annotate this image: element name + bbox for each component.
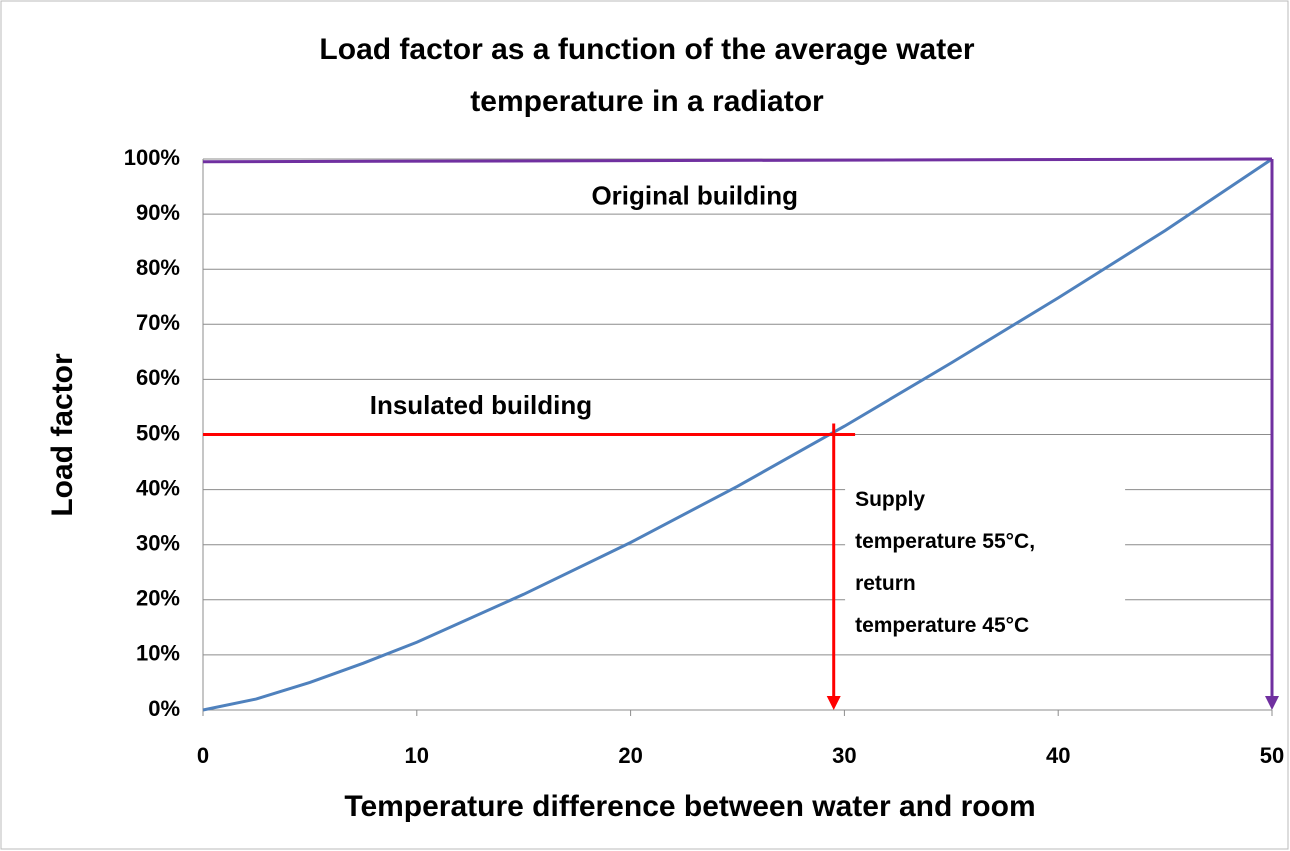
y-tick-label: 50% (136, 420, 180, 445)
y-tick-label: 10% (136, 641, 180, 666)
x-tick-label: 50 (1260, 743, 1284, 768)
y-tick-label: 0% (148, 696, 180, 721)
note-line: temperature 55°C, (855, 530, 1035, 553)
y-tick-label: 90% (136, 200, 180, 225)
data-line (202, 157, 1273, 712)
guide-arrowhead (826, 696, 841, 710)
note-box (845, 480, 1126, 653)
x-tick-label: 20 (618, 743, 642, 768)
y-axis-title: Load factor (46, 353, 79, 517)
y-tick-label: 80% (136, 255, 180, 280)
guide-line (202, 157, 1273, 164)
y-tick-label: 100% (124, 145, 180, 170)
y-tick-label: 70% (136, 310, 180, 335)
y-tick-label: 60% (136, 365, 180, 390)
y-tick-label: 20% (136, 586, 180, 611)
chart-title: temperature in a radiator (470, 85, 824, 118)
note-line: return (855, 572, 916, 595)
note-line: temperature 45°C (855, 614, 1029, 637)
annotation: Original building (591, 180, 798, 210)
chart-title: Load factor as a function of the average… (319, 33, 974, 66)
guide-arrowhead (1265, 696, 1279, 710)
y-tick-label: 30% (136, 531, 180, 556)
x-tick-label: 0 (197, 743, 209, 768)
x-axis-title: Temperature difference between water and… (344, 790, 1035, 823)
x-tick-label: 10 (405, 743, 429, 768)
x-tick-label: 40 (1046, 743, 1070, 768)
note-line: Supply (855, 488, 925, 511)
x-tick-label: 30 (832, 743, 856, 768)
annotation: Insulated building (370, 390, 592, 420)
y-tick-label: 40% (136, 475, 180, 500)
